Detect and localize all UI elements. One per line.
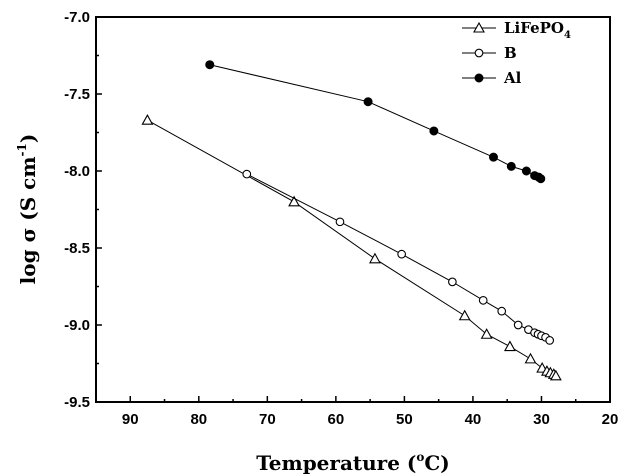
legend-item: B: [462, 44, 517, 62]
series-1: [141, 114, 562, 381]
plot-frame: [95, 16, 611, 403]
data-point: [429, 126, 439, 136]
x-tick-label: 70: [259, 411, 276, 428]
data-point: [480, 328, 493, 339]
y-tick-label: -9.5: [64, 394, 90, 411]
x-axis-title-end: C): [424, 451, 449, 475]
x-tick-label: 30: [533, 411, 550, 428]
data-point: [335, 217, 345, 227]
legend-label: B: [504, 44, 517, 62]
y-axis-ticks: -7.0 -7.5 -8.0 -8.5 -9.0 -9.5: [64, 9, 102, 411]
data-point: [488, 152, 498, 162]
legend-label-subscript: 4: [564, 30, 571, 41]
data-point: [521, 166, 531, 176]
legend-marker: [474, 73, 484, 83]
data-point: [478, 296, 488, 305]
data-point: [397, 249, 407, 259]
x-axis-title: Temperature (oC): [256, 450, 450, 475]
series-2: [242, 169, 555, 345]
data-point: [242, 169, 252, 179]
data-point: [549, 369, 562, 381]
x-axis-title-sup: o: [416, 450, 424, 464]
x-tick-label: 90: [122, 411, 139, 428]
data-point: [545, 336, 555, 345]
data-point: [363, 97, 373, 107]
series-line: [209, 64, 542, 180]
legend-label: LiFePO4: [504, 19, 571, 41]
data-point: [288, 195, 300, 207]
y-tick-label: -7.5: [64, 86, 90, 103]
legend-marker: [473, 21, 485, 33]
data-point: [458, 309, 471, 321]
x-axis-ticks: 90 80 70 60 50 40 30 20: [122, 396, 618, 428]
series-3: [205, 60, 546, 184]
data-point: [497, 306, 507, 316]
data-point: [141, 114, 154, 125]
y-tick-label: -8.0: [64, 163, 90, 180]
x-tick-label: 40: [465, 411, 482, 428]
x-tick-label: 60: [328, 411, 345, 428]
y-axis-title: log σ (S cm-1): [15, 134, 40, 285]
legend-item: Al: [462, 69, 522, 87]
legend: LiFePO4 B Al: [462, 19, 571, 87]
y-tick-label: -7.0: [64, 9, 90, 26]
x-tick-label: 20: [602, 411, 619, 428]
y-axis-title-sup: -1: [15, 143, 29, 156]
x-tick-label: 50: [396, 411, 413, 428]
data-point: [536, 174, 546, 184]
legend-marker: [474, 48, 484, 58]
data-point: [205, 60, 215, 70]
data-point: [448, 277, 457, 287]
y-tick-label: -8.5: [64, 240, 90, 257]
legend-label: Al: [503, 69, 522, 87]
y-tick-label: -9.0: [64, 317, 90, 334]
x-tick-label: 80: [190, 411, 207, 428]
data-point: [368, 252, 381, 264]
series-layer: [141, 60, 562, 381]
legend-item: LiFePO4: [462, 19, 571, 41]
data-point: [504, 340, 516, 352]
data-point: [524, 352, 537, 364]
y-axis-title-end: ): [16, 134, 40, 143]
data-point: [513, 320, 523, 330]
data-point: [506, 161, 516, 171]
